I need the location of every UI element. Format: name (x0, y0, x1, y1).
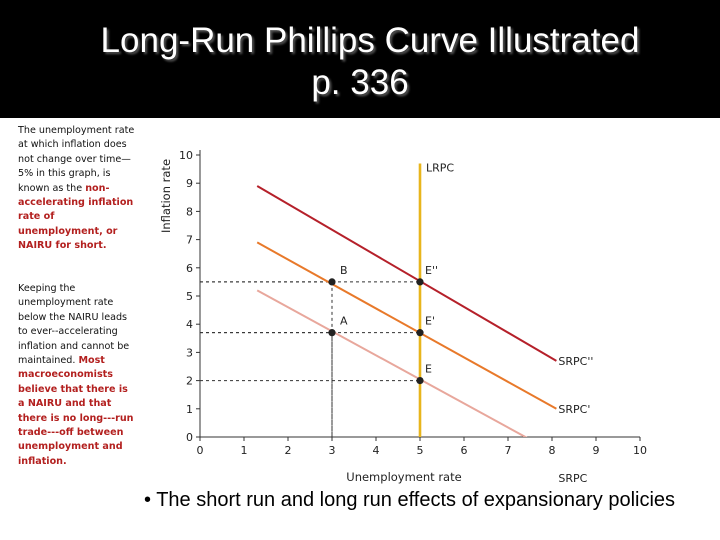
sidebar-paragraph-nairu-emphasis: non-accelerating inflation rate of unemp… (18, 182, 134, 252)
point-label: E' (425, 315, 435, 328)
y-tick-label: 6 (186, 262, 193, 275)
point-b (328, 278, 336, 286)
bullet-point: • The short run and long run effects of … (144, 489, 676, 511)
x-tick-label: 9 (593, 444, 600, 457)
x-axis-label: Unemployment rate (346, 470, 461, 484)
y-tick-label: 4 (186, 318, 193, 331)
x-tick-label: 2 (285, 444, 292, 457)
point-label: E (425, 363, 432, 376)
sidebar-paragraph-nairu: The unemployment rate at which inflation… (18, 124, 136, 254)
x-tick-label: 5 (417, 444, 424, 457)
title-bar (0, 0, 720, 118)
y-axis-label: Inflation rate (159, 159, 173, 233)
point-epp (416, 278, 424, 286)
x-tick-label: 3 (329, 444, 336, 457)
y-tick-label: 3 (186, 346, 193, 359)
y-tick-label: 2 (186, 375, 193, 388)
sidebar-paragraph-tradeoff-text: Keeping the unemployment rate below the … (18, 283, 130, 367)
point-label: A (340, 315, 348, 328)
point-ep (416, 329, 424, 337)
x-tick-label: 4 (373, 444, 380, 457)
series-line-srpcpp (256, 185, 557, 362)
point-e (416, 377, 424, 385)
x-tick-label: 8 (549, 444, 556, 457)
series-line-srpc (256, 289, 528, 437)
y-tick-label: 5 (186, 290, 193, 303)
y-tick-label: 7 (186, 234, 193, 247)
x-tick-label: 6 (461, 444, 468, 457)
y-tick-label: 1 (186, 403, 193, 416)
slide-title-line-2: p. 336 (311, 63, 409, 102)
x-tick-label: 7 (505, 444, 512, 457)
x-tick-label: 1 (241, 444, 248, 457)
sidebar-paragraph-nairu-text: The unemployment rate at which inflation… (18, 125, 135, 194)
sidebar-paragraph-tradeoff-emphasis: Most macroeconomists believe that there … (18, 355, 134, 467)
point-label: B (340, 264, 348, 277)
x-tick-label: 10 (633, 444, 647, 457)
point-label: E'' (425, 264, 438, 277)
y-tick-label: 8 (186, 205, 193, 218)
series-label-srpc-top: SRPC'' (558, 355, 593, 368)
sidebar-paragraph-tradeoff: Keeping the unemployment rate below the … (18, 282, 136, 469)
series-line-srpcp (256, 241, 557, 410)
series-label-lrpc: LRPC (426, 161, 454, 174)
x-tick-label: 0 (197, 444, 204, 457)
point-a (328, 329, 336, 337)
slide-title-line-1: Long-Run Phillips Curve Illustrated (100, 21, 640, 60)
series-label-srpc-low: SRPC (558, 472, 587, 485)
y-tick-label: 9 (186, 177, 193, 190)
y-tick-label: 10 (179, 149, 193, 162)
y-tick-label: 0 (186, 431, 193, 444)
series-label-srpc-mid: SRPC' (558, 403, 590, 416)
